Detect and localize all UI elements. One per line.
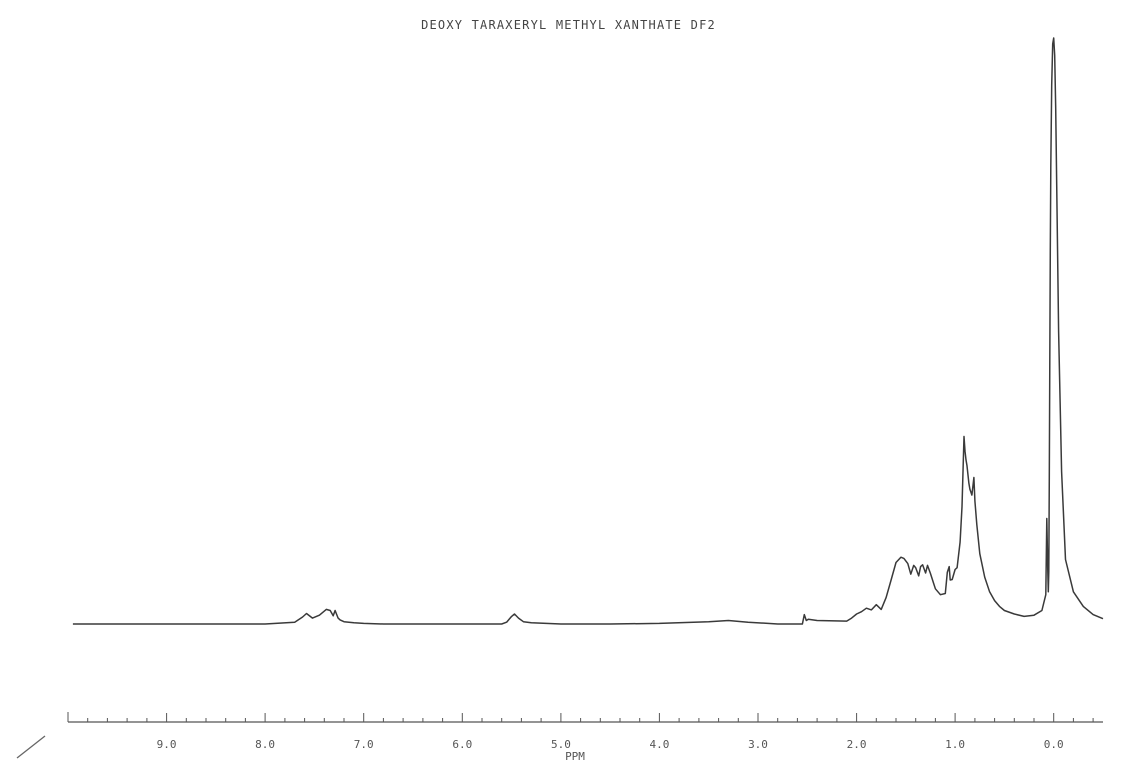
tick-label: 2.0 bbox=[847, 738, 867, 751]
tick-label: 7.0 bbox=[354, 738, 374, 751]
tick-label: 3.0 bbox=[748, 738, 768, 751]
x-axis: 9.0 8.0 7.0 6.0 5.0 4.0 3.0 2.0 1.0 0.0 bbox=[67, 712, 1103, 751]
x-axis-label: PPM bbox=[565, 750, 585, 763]
tick-label: 5.0 bbox=[551, 738, 571, 751]
tick-label: 6.0 bbox=[452, 738, 472, 751]
spectrum-trace bbox=[72, 37, 1104, 625]
pen-mark bbox=[16, 735, 46, 759]
tick-label: 1.0 bbox=[945, 738, 965, 751]
tick-label: 0.0 bbox=[1044, 738, 1064, 751]
tick-label: 9.0 bbox=[157, 738, 177, 751]
tick-label: 4.0 bbox=[649, 738, 669, 751]
chart-title: DEOXY TARAXERYL METHYL XANTHATE DF2 bbox=[421, 18, 716, 32]
tick-label: 8.0 bbox=[255, 738, 275, 751]
